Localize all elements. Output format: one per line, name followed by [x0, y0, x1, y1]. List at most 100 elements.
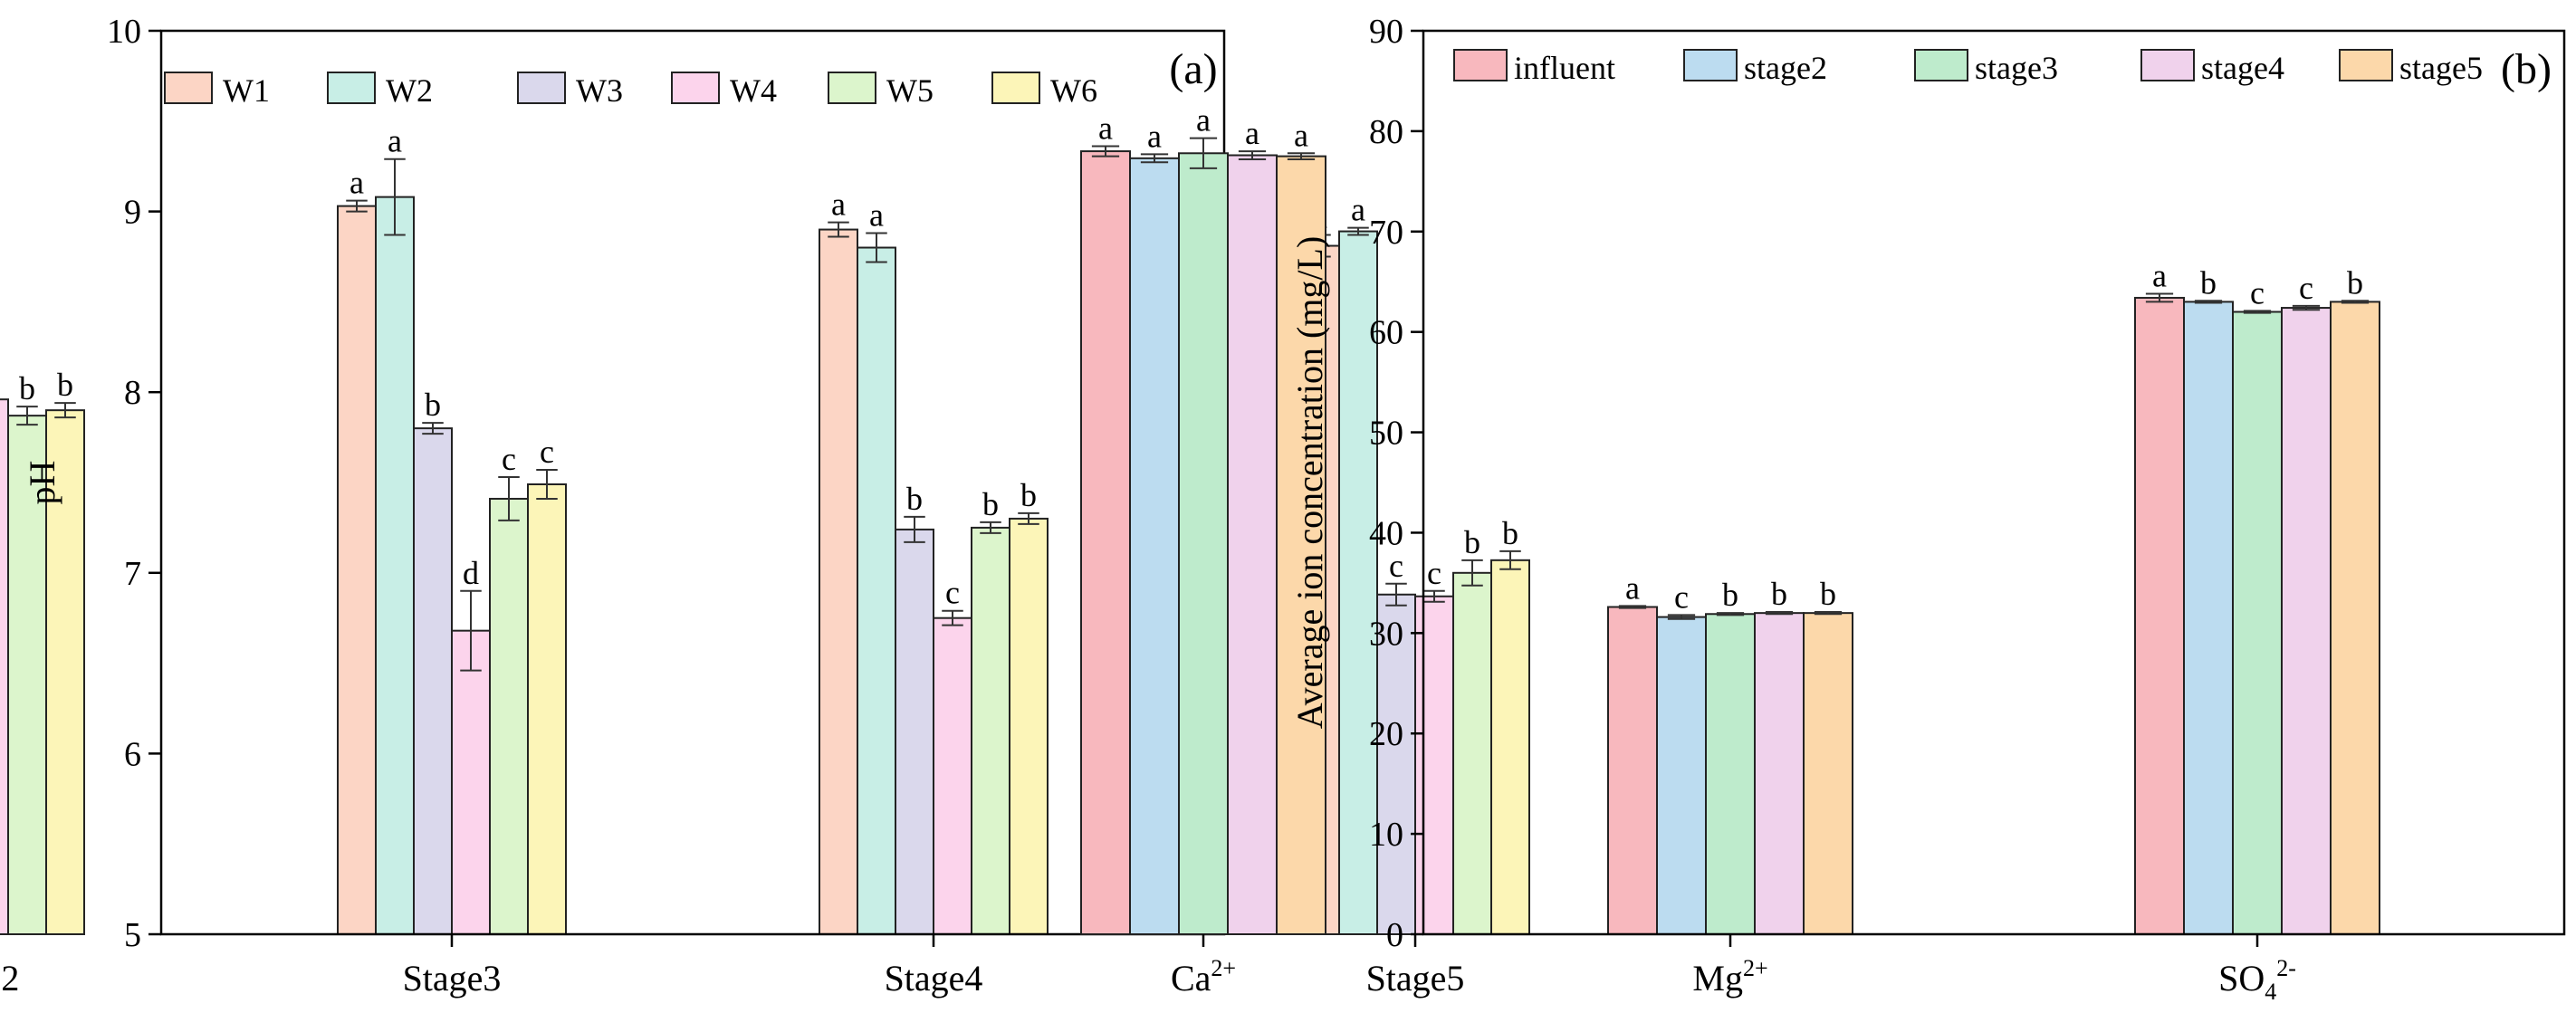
y-tick-label-3: 8 [124, 374, 141, 412]
y-tick-label-6: 60 [1369, 314, 1403, 352]
bar-W5-3 [1452, 571, 1492, 935]
significance-letter-stage3-0: a [1196, 102, 1211, 139]
legend-swatch-W4 [671, 72, 720, 104]
legend-swatch-influent [1453, 49, 1508, 81]
bar-influent-0 [1080, 150, 1131, 936]
y-tick-label-5: 50 [1369, 415, 1403, 453]
panel-label: (b) [2501, 45, 2552, 93]
legend-swatch-stage3 [1914, 49, 1968, 81]
bar-W2-2 [857, 246, 896, 935]
y-axis-label: Average ion concentration (mg/L) [1289, 236, 1330, 730]
bar-stage4-0 [1227, 154, 1278, 936]
panel-b-ion-chart: aaaaaCa2+acbbbMg2+abccbSO42-aacabbcCl-01… [1080, 13, 2566, 1005]
legend-label-W4: W4 [730, 72, 777, 109]
bar-W3-1 [413, 427, 453, 935]
bar-W6-3 [1490, 559, 1530, 935]
bar-stage3-2 [2232, 311, 2283, 935]
y-tick-label-2: 20 [1369, 715, 1403, 753]
bar-stage4-1 [1754, 612, 1805, 936]
bar-stage2-2 [2183, 301, 2234, 935]
legend-swatch-W3 [517, 72, 566, 104]
significance-letter-influent-1: a [1625, 569, 1640, 606]
x-tick-label-2: SO42- [2218, 955, 2296, 1005]
bar-W4-3 [1414, 595, 1454, 935]
bar-W1-2 [819, 228, 858, 935]
x-tick-label-3: Stage5 [1366, 958, 1465, 999]
bar-stage2-1 [1656, 616, 1707, 935]
bar-influent-1 [1607, 606, 1658, 935]
significance-letter-W4-1: d [463, 555, 479, 591]
plot-frame [1422, 29, 2566, 936]
bar-W6-1 [527, 483, 567, 935]
significance-letter-W5-3: b [1464, 524, 1480, 560]
y-tick-label-4: 9 [124, 194, 141, 232]
bar-W2-3 [1338, 230, 1378, 935]
y-tick-label-4: 40 [1369, 514, 1403, 552]
bar-W1-1 [337, 205, 377, 935]
legend-label-W5: W5 [886, 72, 934, 109]
bar-influent-2 [2134, 296, 2185, 936]
significance-letter-W2-2: a [869, 197, 884, 234]
significance-letter-stage2-0: a [1147, 118, 1162, 154]
bar-W5-2 [971, 526, 1010, 936]
y-tick-label-5: 10 [107, 13, 141, 51]
x-tick-label-0: Ca2+ [1171, 955, 1236, 999]
significance-letter-stage3-2: c [2250, 274, 2265, 311]
significance-letter-stage4-1: b [1771, 576, 1787, 612]
bar-W2-1 [375, 196, 415, 935]
y-tick-label-2: 7 [124, 555, 141, 593]
significance-letter-W1-1: a [350, 165, 364, 201]
significance-letter-influent-0: a [1098, 110, 1113, 147]
significance-letter-stage5-1: b [1820, 576, 1836, 612]
x-tick-label-0: Stage2 [0, 958, 19, 999]
legend: influent stage2 stage3 stage4 stage5 [1453, 49, 2483, 86]
bar-W4-0 [0, 398, 9, 935]
bar-stage5-1 [1803, 612, 1853, 936]
panel-label: (a) [1169, 45, 1217, 93]
bar-W3-2 [895, 528, 934, 935]
significance-letter-stage2-1: c [1674, 578, 1689, 615]
bar-stage5-2 [2330, 301, 2380, 935]
significance-letter-stage3-1: b [1722, 577, 1738, 613]
y-tick-label-0: 0 [1386, 916, 1403, 954]
bar-W6-2 [1009, 517, 1049, 935]
significance-letter-W1-2: a [831, 186, 846, 223]
y-tick-label-7: 70 [1369, 214, 1403, 252]
x-tick-label-1: Stage3 [403, 958, 502, 999]
legend-label-stage5: stage5 [2399, 50, 2483, 86]
significance-letter-W4-3: c [1427, 555, 1441, 591]
legend-swatch-stage4 [2140, 49, 2195, 81]
significance-letter-influent-2: a [2152, 258, 2167, 294]
significance-letter-W6-1: c [540, 434, 554, 470]
legend-label-W1: W1 [223, 72, 270, 109]
bar-W4-2 [933, 616, 972, 935]
legend-label-W2: W2 [386, 72, 433, 109]
y-tick-label-1: 6 [124, 735, 141, 773]
legend-swatch-W5 [828, 72, 876, 104]
x-tick-label-2: Stage4 [885, 958, 983, 999]
legend-swatch-W2 [327, 72, 376, 104]
significance-letter-W5-1: c [502, 441, 516, 477]
legend-swatch-stage2 [1683, 49, 1738, 81]
y-tick-label-3: 30 [1369, 615, 1403, 653]
bar-stage5-0 [1276, 155, 1326, 936]
bar-stage2-0 [1129, 157, 1180, 935]
significance-letter-W6-2: b [1020, 477, 1037, 513]
bar-stage4-2 [2281, 307, 2332, 935]
bar-W5-1 [489, 497, 529, 935]
legend-label-W3: W3 [576, 72, 623, 109]
bar-stage3-0 [1178, 152, 1229, 936]
legend-label-W6: W6 [1050, 72, 1097, 109]
y-tick-label-9: 90 [1369, 13, 1403, 51]
significance-letter-W3-2: b [906, 481, 923, 517]
significance-letter-W2-3: a [1351, 192, 1365, 228]
legend-swatch-W6 [991, 72, 1040, 104]
significance-letter-W5-0: b [19, 370, 35, 406]
significance-letter-W6-0: b [57, 367, 73, 403]
significance-letter-stage5-2: b [2347, 264, 2363, 301]
legend-label-stage2: stage2 [1744, 50, 1827, 86]
significance-letter-W3-3: c [1389, 548, 1403, 584]
legend-swatch-stage5 [2339, 49, 2393, 81]
y-tick-label-1: 10 [1369, 816, 1403, 854]
